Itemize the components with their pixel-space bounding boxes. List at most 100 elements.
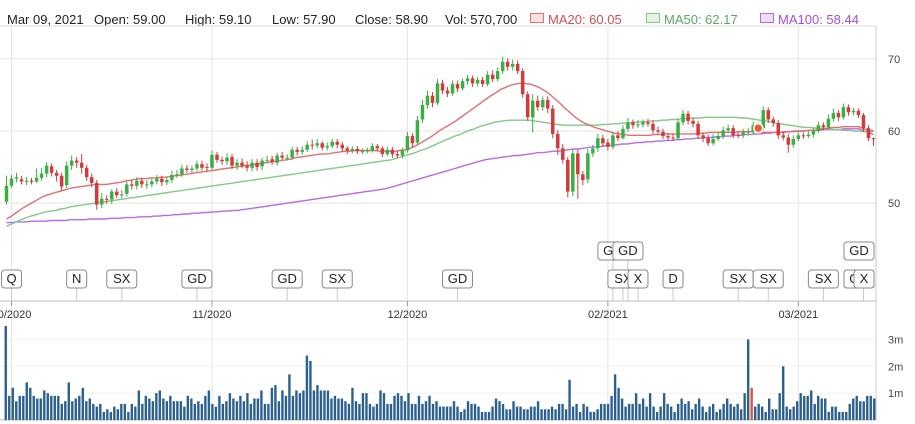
candle-body [335,141,340,145]
candle-body [671,137,675,139]
volume-bar [410,403,414,420]
candle-body [190,168,194,170]
event-badge-lower: GD [271,269,303,301]
volume-bar [218,395,221,420]
candle-body [515,63,520,72]
badge-box [321,269,353,289]
candle-body [766,110,771,120]
volume-bar [820,398,823,420]
candle-body [19,179,24,182]
badge-label: X [634,271,643,286]
volume-bar [337,398,340,420]
candle-body [551,108,555,134]
volume-tick-label: 1m [888,388,903,400]
volume-bar [256,398,260,420]
badge-label: GD [187,271,207,286]
volume-bar [540,409,543,420]
volume-bar [557,403,561,420]
badge-label: GD [277,271,297,286]
candle-body [525,94,530,118]
badge-label: Q [6,271,16,286]
volume-bar [817,395,820,420]
volume-bar [739,409,743,420]
candle-body [761,110,765,129]
candle-body [425,95,430,106]
candle-body [661,131,665,137]
volume-bar [676,403,680,420]
volume-bar [414,403,417,420]
candle-body [109,191,114,200]
candle-body [631,122,635,126]
event-badge-lower: N [66,269,88,301]
candle-body [490,74,495,80]
candle-body [180,168,184,175]
volume-bar [431,403,435,420]
volume-bar [515,406,519,420]
volume-bar [18,395,21,420]
volume-bar [43,390,46,420]
candle-body [455,84,460,89]
volume-bar [165,401,169,420]
candle-body [230,156,234,166]
candle-body [530,100,535,118]
high-readout: High: 59.10 [185,12,252,27]
event-badge-lower: SX [321,269,353,301]
volume-bar [645,406,648,420]
volume-bar [746,339,750,420]
candle-body [210,154,214,168]
event-badge-lower: Q [1,269,23,301]
volume-bar [806,395,809,420]
candle-body [811,131,816,135]
volume-bar [15,401,18,420]
event-badge-lower: X [627,269,649,301]
volume-bar [358,403,361,420]
candle-body [295,149,299,152]
candle-body [510,63,515,67]
volume-bar [288,374,291,420]
volume-bar [491,406,494,420]
volume-bar [613,374,617,420]
x-tick-label: 02/2021 [588,309,628,321]
volume-bar [323,390,326,420]
volume-bar [634,393,638,420]
volume-bar [508,409,512,420]
volume-bar [270,387,274,420]
candle-body [405,136,410,151]
candle-body [505,61,510,67]
volume-bar [382,393,386,420]
candle-body [475,79,480,84]
candle-body [280,155,284,158]
candle-body [480,79,485,85]
candle-body [29,180,34,182]
volume-bar [281,390,284,420]
volume-bar [60,403,63,420]
volume-bar [855,395,858,420]
candle-body [350,149,355,151]
volume-bar [669,406,673,420]
volume-bar [627,403,631,420]
volume-bar [617,387,620,420]
volume-bar [575,403,578,420]
badge-box [627,269,649,289]
volume-bar [225,401,228,420]
ohlc-header: Mar 09, 2021 Open: 59.00 High: 59.10 Low… [0,0,915,27]
event-badge-lower: D [662,269,684,301]
volume-bar [452,401,456,420]
candle-body [260,160,264,167]
volume-bar [799,393,802,420]
volume-bar [46,393,49,420]
volume-bar [767,398,771,420]
volume-bar [81,387,84,420]
volume-bar [67,382,70,420]
volume-bar [417,395,421,420]
volume-bar [340,398,344,420]
candle-body [390,149,395,155]
candle-body [566,159,570,192]
volume-bar [501,403,505,420]
volume-bar [298,393,302,420]
candle-body [300,149,304,152]
volume-bar [859,401,862,420]
volume-bar [522,409,526,420]
volume-bar [648,393,652,420]
